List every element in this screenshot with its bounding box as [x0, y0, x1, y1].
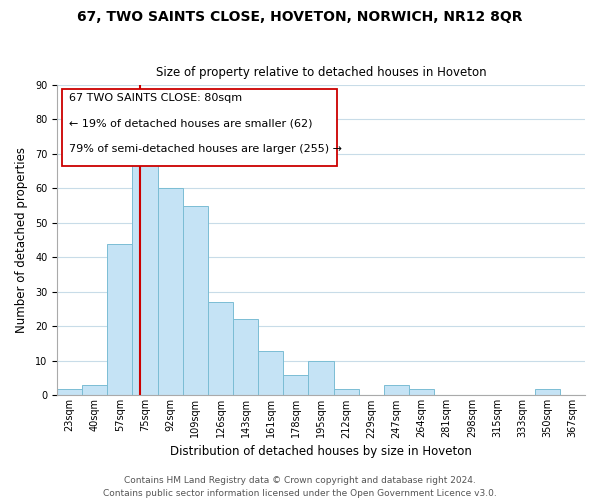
Title: Size of property relative to detached houses in Hoveton: Size of property relative to detached ho…: [156, 66, 487, 80]
Bar: [82, 385, 107, 396]
Bar: [409, 388, 434, 396]
Text: 67 TWO SAINTS CLOSE: 80sqm: 67 TWO SAINTS CLOSE: 80sqm: [68, 93, 242, 103]
Y-axis label: Number of detached properties: Number of detached properties: [15, 147, 28, 333]
Bar: [158, 188, 183, 396]
Bar: [258, 350, 283, 396]
Bar: [535, 388, 560, 396]
FancyBboxPatch shape: [62, 90, 337, 166]
Text: 67, TWO SAINTS CLOSE, HOVETON, NORWICH, NR12 8QR: 67, TWO SAINTS CLOSE, HOVETON, NORWICH, …: [77, 10, 523, 24]
Bar: [334, 388, 359, 396]
X-axis label: Distribution of detached houses by size in Hoveton: Distribution of detached houses by size …: [170, 444, 472, 458]
Text: ← 19% of detached houses are smaller (62): ← 19% of detached houses are smaller (62…: [68, 118, 312, 128]
Bar: [283, 374, 308, 396]
Bar: [208, 302, 233, 396]
Bar: [183, 206, 208, 396]
Bar: [107, 244, 133, 396]
Bar: [384, 385, 409, 396]
Text: 79% of semi-detached houses are larger (255) →: 79% of semi-detached houses are larger (…: [68, 144, 341, 154]
Bar: [233, 320, 258, 396]
Bar: [57, 388, 82, 396]
Bar: [133, 154, 158, 396]
Text: Contains HM Land Registry data © Crown copyright and database right 2024.
Contai: Contains HM Land Registry data © Crown c…: [103, 476, 497, 498]
Bar: [308, 361, 334, 396]
